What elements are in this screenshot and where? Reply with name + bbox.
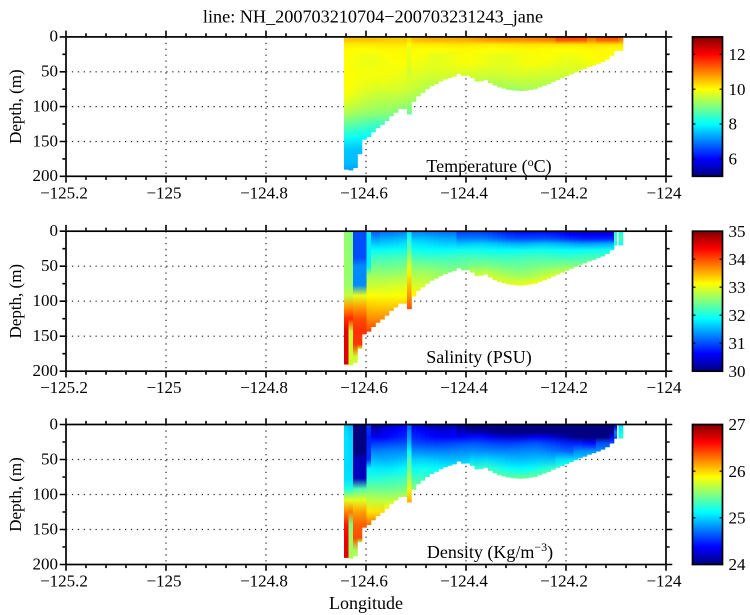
svg-text:−125.2: −125.2: [40, 183, 88, 202]
svg-text:100: 100: [33, 484, 59, 503]
svg-text:27: 27: [729, 415, 747, 434]
svg-text:−124: −124: [646, 378, 682, 397]
svg-text:200: 200: [33, 361, 59, 380]
svg-text:−124.8: −124.8: [240, 378, 288, 397]
svg-text:−125: −125: [146, 572, 181, 591]
svg-text:−124: −124: [646, 572, 682, 591]
svg-text:−124.2: −124.2: [540, 378, 588, 397]
svg-text:Depth, (m): Depth, (m): [6, 69, 25, 144]
svg-text:150: 150: [33, 326, 59, 345]
svg-text:26: 26: [729, 462, 746, 481]
svg-text:50: 50: [41, 256, 58, 275]
svg-text:200: 200: [33, 554, 59, 573]
svg-text:−124.2: −124.2: [540, 183, 588, 202]
svg-text:32: 32: [729, 306, 746, 325]
svg-text:0: 0: [50, 414, 59, 433]
svg-text:0: 0: [50, 221, 59, 240]
svg-text:50: 50: [41, 449, 58, 468]
svg-text:6: 6: [729, 150, 738, 169]
svg-text:10: 10: [729, 80, 746, 99]
svg-text:−124.6: −124.6: [340, 378, 388, 397]
svg-text:0: 0: [50, 27, 59, 46]
svg-text:Salinity (PSU): Salinity (PSU): [426, 347, 532, 368]
svg-text:−124: −124: [646, 183, 682, 202]
svg-text:100: 100: [33, 96, 59, 115]
svg-text:−125: −125: [146, 378, 181, 397]
svg-text:−124.6: −124.6: [340, 572, 388, 591]
svg-text:150: 150: [33, 519, 59, 538]
svg-text:150: 150: [33, 131, 59, 150]
svg-text:−125: −125: [146, 183, 181, 202]
svg-text:35: 35: [729, 222, 746, 241]
svg-text:12: 12: [729, 45, 746, 64]
svg-text:Depth, (m): Depth, (m): [6, 264, 25, 339]
svg-text:−124.2: −124.2: [540, 572, 588, 591]
svg-text:8: 8: [729, 115, 738, 134]
svg-text:50: 50: [41, 62, 58, 81]
svg-text:34: 34: [729, 250, 747, 269]
svg-text:33: 33: [729, 278, 746, 297]
svg-text:line: NH_200703210704−20070323: line: NH_200703210704−200703231243_jane: [203, 7, 543, 27]
svg-text:−124.4: −124.4: [440, 572, 488, 591]
svg-text:200: 200: [33, 166, 59, 185]
svg-text:100: 100: [33, 291, 59, 310]
svg-text:−125.2: −125.2: [40, 572, 88, 591]
svg-text:−125.2: −125.2: [40, 378, 88, 397]
svg-text:−124.4: −124.4: [440, 183, 488, 202]
svg-text:Density (Kg/m−3): Density (Kg/m−3): [427, 540, 553, 563]
svg-text:24: 24: [729, 555, 747, 574]
svg-text:−124.6: −124.6: [340, 183, 388, 202]
svg-text:31: 31: [729, 334, 746, 353]
svg-text:30: 30: [729, 362, 746, 381]
svg-text:25: 25: [729, 508, 746, 527]
svg-text:Depth, (m): Depth, (m): [6, 457, 25, 532]
svg-text:Temperature (oC): Temperature (oC): [426, 155, 551, 177]
svg-text:−124.4: −124.4: [440, 378, 488, 397]
svg-text:Longitude: Longitude: [329, 593, 403, 613]
svg-text:−124.8: −124.8: [240, 183, 288, 202]
svg-text:−124.8: −124.8: [240, 572, 288, 591]
